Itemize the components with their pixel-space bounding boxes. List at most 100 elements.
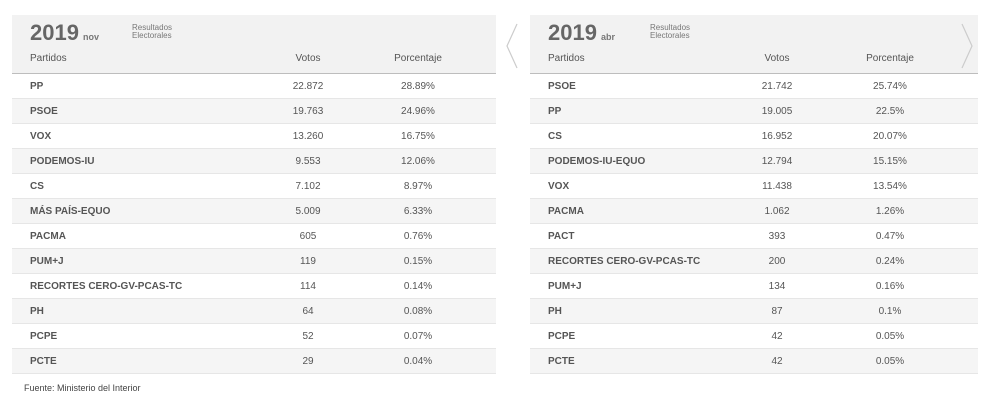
votes-value: 7.102 bbox=[295, 181, 321, 192]
percentage-value: 24.96% bbox=[401, 106, 435, 117]
table-row: PACT 393 0.47% bbox=[530, 224, 978, 249]
month: nov bbox=[82, 32, 99, 42]
year-label: 2019 abr bbox=[548, 20, 615, 46]
table-row: CS 7.102 8.97% bbox=[12, 174, 496, 199]
subtitle-line: Resultados bbox=[650, 23, 691, 32]
table-row: PACMA 1.062 1.26% bbox=[530, 199, 978, 224]
table-row: RECORTES CERO-GV-PCAS-TC 114 0.14% bbox=[12, 274, 496, 299]
percentage-value: 0.16% bbox=[875, 281, 905, 292]
table-body: PSOE 21.742 25.74% PP 19.005 22.5% CS 16… bbox=[530, 74, 978, 374]
votes-value: 64 bbox=[302, 306, 314, 317]
party-name: PODEMOS-IU-EQUO bbox=[548, 156, 646, 167]
party-name: PODEMOS-IU bbox=[30, 156, 95, 167]
party-name: PP bbox=[548, 106, 562, 117]
votes-value: 134 bbox=[768, 281, 786, 292]
table-row: PSOE 19.763 24.96% bbox=[12, 99, 496, 124]
table-row: PH 87 0.1% bbox=[530, 299, 978, 324]
party-name: PSOE bbox=[30, 106, 58, 117]
subtitle: Resultados Electorales bbox=[650, 24, 690, 40]
percentage-value: 12.06% bbox=[401, 156, 435, 167]
votes-value: 19.763 bbox=[292, 106, 324, 117]
table-row: PUM+J 119 0.15% bbox=[12, 249, 496, 274]
column-header-pct: Porcentaje bbox=[866, 53, 914, 64]
percentage-value: 0.15% bbox=[403, 256, 433, 267]
votes-value: 22.872 bbox=[292, 81, 324, 92]
table-row: PP 19.005 22.5% bbox=[530, 99, 978, 124]
party-name: RECORTES CERO-GV-PCAS-TC bbox=[30, 281, 183, 292]
party-name: PP bbox=[30, 81, 44, 92]
party-name: PACMA bbox=[548, 206, 584, 217]
percentage-value: 0.14% bbox=[403, 281, 433, 292]
party-name: PCTE bbox=[30, 356, 57, 367]
table-row: PCTE 42 0.05% bbox=[530, 349, 978, 374]
subtitle-line: Electorales bbox=[650, 31, 690, 40]
votes-value: 29 bbox=[302, 356, 314, 367]
table-row: CS 16.952 20.07% bbox=[530, 124, 978, 149]
results-table-nov: 2019 nov Resultados Electorales Partidos V… bbox=[12, 15, 496, 374]
percentage-value: 6.33% bbox=[403, 206, 433, 217]
chevron-left-icon[interactable] bbox=[505, 22, 519, 70]
party-name: CS bbox=[30, 181, 44, 192]
percentage-value: 0.1% bbox=[878, 306, 902, 317]
party-name: PH bbox=[30, 306, 44, 317]
year: 2019 bbox=[30, 20, 79, 45]
column-header-votes: Votos bbox=[764, 53, 790, 64]
party-name: MÁS PAÍS-EQUO bbox=[30, 206, 111, 217]
table-row: PCTE 29 0.04% bbox=[12, 349, 496, 374]
table-row: VOX 11.438 13.54% bbox=[530, 174, 978, 199]
votes-value: 200 bbox=[768, 256, 786, 267]
table-row: PP 22.872 28.89% bbox=[12, 74, 496, 99]
table-header: 2019 abr Resultados Electorales Partidos V… bbox=[530, 15, 978, 74]
year-label: 2019 nov bbox=[30, 20, 99, 46]
percentage-value: 25.74% bbox=[873, 81, 907, 92]
table-row: PODEMOS-IU 9.553 12.06% bbox=[12, 149, 496, 174]
chevron-right-icon[interactable] bbox=[960, 22, 974, 70]
votes-value: 9.553 bbox=[295, 156, 321, 167]
year: 2019 bbox=[548, 20, 597, 45]
month: abr bbox=[600, 32, 615, 42]
percentage-value: 0.24% bbox=[875, 256, 905, 267]
table-body: PP 22.872 28.89% PSOE 19.763 24.96% VOX … bbox=[12, 74, 496, 374]
table-row: PSOE 21.742 25.74% bbox=[530, 74, 978, 99]
table-row: PUM+J 134 0.16% bbox=[530, 274, 978, 299]
votes-value: 12.794 bbox=[761, 156, 793, 167]
table-header: 2019 nov Resultados Electorales Partidos V… bbox=[12, 15, 496, 74]
percentage-value: 16.75% bbox=[401, 131, 435, 142]
votes-value: 21.742 bbox=[761, 81, 793, 92]
table-row: PCPE 42 0.05% bbox=[530, 324, 978, 349]
party-name: PUM+J bbox=[548, 281, 582, 292]
percentage-value: 0.07% bbox=[403, 331, 433, 342]
table-row: PACMA 605 0.76% bbox=[12, 224, 496, 249]
votes-value: 605 bbox=[299, 231, 317, 242]
party-name: PCPE bbox=[548, 331, 576, 342]
table-row: PH 64 0.08% bbox=[12, 299, 496, 324]
votes-value: 19.005 bbox=[761, 106, 793, 117]
percentage-value: 0.05% bbox=[875, 331, 905, 342]
party-name: PUM+J bbox=[30, 256, 64, 267]
votes-value: 11.438 bbox=[762, 181, 792, 192]
votes-value: 13.260 bbox=[292, 131, 324, 142]
column-header-party: Partidos bbox=[548, 53, 585, 64]
column-header-votes: Votos bbox=[295, 53, 321, 64]
votes-value: 87 bbox=[771, 306, 783, 317]
source-footer: Fuente: Ministerio del Interior bbox=[24, 383, 141, 393]
votes-value: 119 bbox=[300, 256, 316, 267]
percentage-value: 8.97% bbox=[403, 181, 433, 192]
percentage-value: 0.76% bbox=[403, 231, 433, 242]
percentage-value: 13.54% bbox=[873, 181, 907, 192]
subtitle-line: Resultados bbox=[132, 23, 173, 32]
subtitle-line: Electorales bbox=[132, 31, 172, 40]
table-row: MÁS PAÍS-EQUO 5.009 6.33% bbox=[12, 199, 496, 224]
percentage-value: 0.47% bbox=[875, 231, 905, 242]
percentage-value: 0.04% bbox=[403, 356, 433, 367]
votes-value: 5.009 bbox=[295, 206, 321, 217]
party-name: RECORTES CERO-GV-PCAS-TC bbox=[548, 256, 701, 267]
percentage-value: 0.08% bbox=[403, 306, 433, 317]
votes-value: 16.952 bbox=[761, 131, 793, 142]
votes-value: 52 bbox=[302, 331, 314, 342]
subtitle: Resultados Electorales bbox=[132, 24, 172, 40]
votes-value: 42 bbox=[771, 356, 783, 367]
percentage-value: 22.5% bbox=[875, 106, 905, 117]
table-row: RECORTES CERO-GV-PCAS-TC 200 0.24% bbox=[530, 249, 978, 274]
party-name: PSOE bbox=[548, 81, 576, 92]
